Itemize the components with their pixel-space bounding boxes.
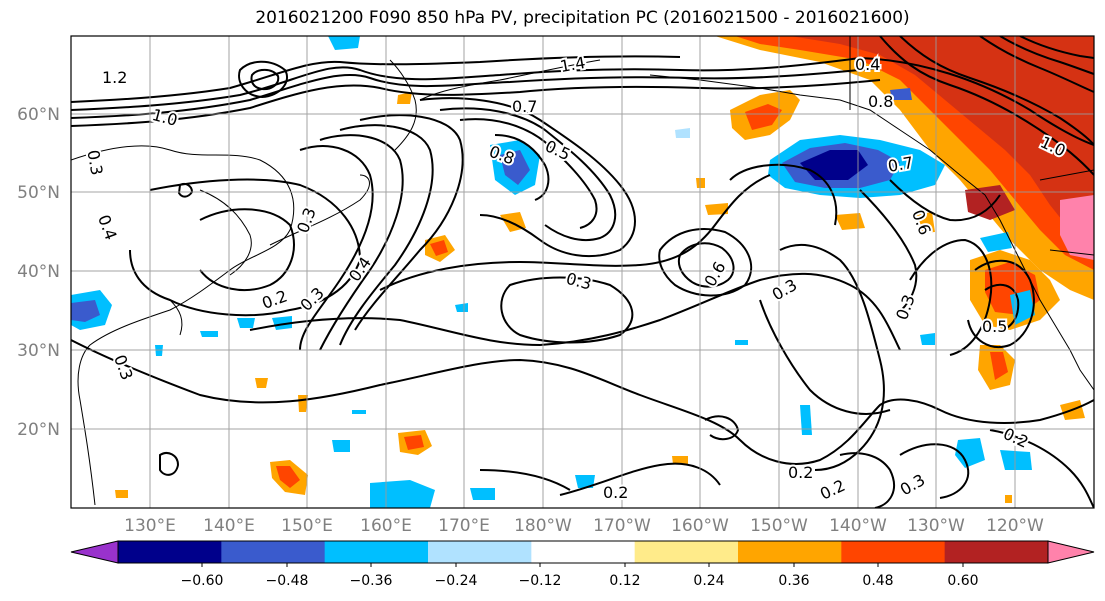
colorbar-extend-min <box>70 540 119 564</box>
longitude-labels: 130°E 140°E 150°E 160°E 170°E 180°W 170°… <box>124 516 1044 536</box>
map-title: 2016021200 F090 850 hPa PV, precipitatio… <box>255 8 910 28</box>
colorbar-segment <box>221 541 326 563</box>
colorbar-segment <box>634 541 739 563</box>
lat-label: 60°N <box>17 105 60 125</box>
colorbar-tick-label: 0.36 <box>778 573 809 589</box>
graticule <box>71 36 1094 508</box>
colorbar-extend-max <box>1047 540 1095 564</box>
colorbar-segments <box>70 540 1095 564</box>
contour-label: 0.5 <box>982 317 1007 336</box>
colorbar: −0.60 −0.48 −0.36 −0.24 −0.12 0.12 0.24 … <box>70 540 1095 589</box>
colorbar-tick-label: −0.60 <box>181 573 224 589</box>
colorbar-ticks <box>201 563 964 567</box>
colorbar-tick-label: −0.12 <box>519 573 562 589</box>
lon-label: 130°E <box>124 516 176 536</box>
contour-label: 0.4 <box>855 55 880 74</box>
colorbar-tick-labels: −0.60 −0.48 −0.36 −0.24 −0.12 0.12 0.24 … <box>181 573 979 589</box>
colorbar-segment <box>324 541 429 563</box>
colorbar-tick-label: 0.60 <box>947 573 978 589</box>
colorbar-tick-label: 0.48 <box>862 573 893 589</box>
lon-label: 140°W <box>829 516 887 536</box>
lon-label: 130°W <box>907 516 965 536</box>
map-frame <box>70 35 1095 509</box>
lon-label: 160°W <box>671 516 729 536</box>
colorbar-segment <box>738 541 842 563</box>
contour-label: 0.8 <box>868 92 893 111</box>
contour-label: 1.2 <box>102 68 127 87</box>
colorbar-segment <box>944 541 1049 563</box>
colorbar-segment <box>428 541 532 563</box>
colorbar-segment <box>841 541 946 563</box>
colorbar-tick-label: 0.12 <box>609 573 640 589</box>
lon-label: 160°E <box>360 516 412 536</box>
pv-contours <box>71 36 1094 508</box>
lon-label: 170°E <box>438 516 490 536</box>
lat-label: 30°N <box>17 341 60 361</box>
latitude-labels: 60°N 50°N 40°N 30°N 20°N <box>17 105 60 440</box>
lon-label: 180°W <box>514 516 572 536</box>
lat-label: 50°N <box>17 183 60 203</box>
colorbar-tick-label: −0.48 <box>266 573 309 589</box>
colorbar-tick-label: −0.24 <box>435 573 478 589</box>
precipitation-shading <box>71 36 1094 508</box>
lon-label: 150°W <box>750 516 808 536</box>
lon-label: 170°W <box>593 516 651 536</box>
lon-label: 140°E <box>203 516 255 536</box>
colorbar-tick-label: −0.36 <box>350 573 393 589</box>
lon-label: 150°E <box>281 516 333 536</box>
lon-label: 120°W <box>986 516 1044 536</box>
contour-label: 0.7 <box>512 97 537 116</box>
lat-label: 40°N <box>17 262 60 282</box>
colorbar-tick-label: 0.24 <box>693 573 724 589</box>
contour-label: 0.2 <box>788 463 813 482</box>
lat-label: 20°N <box>17 420 60 440</box>
colorbar-outline <box>117 540 1049 564</box>
colorbar-segment <box>531 541 636 563</box>
contour-label: 0.2 <box>603 483 628 502</box>
colorbar-segment <box>118 541 222 563</box>
